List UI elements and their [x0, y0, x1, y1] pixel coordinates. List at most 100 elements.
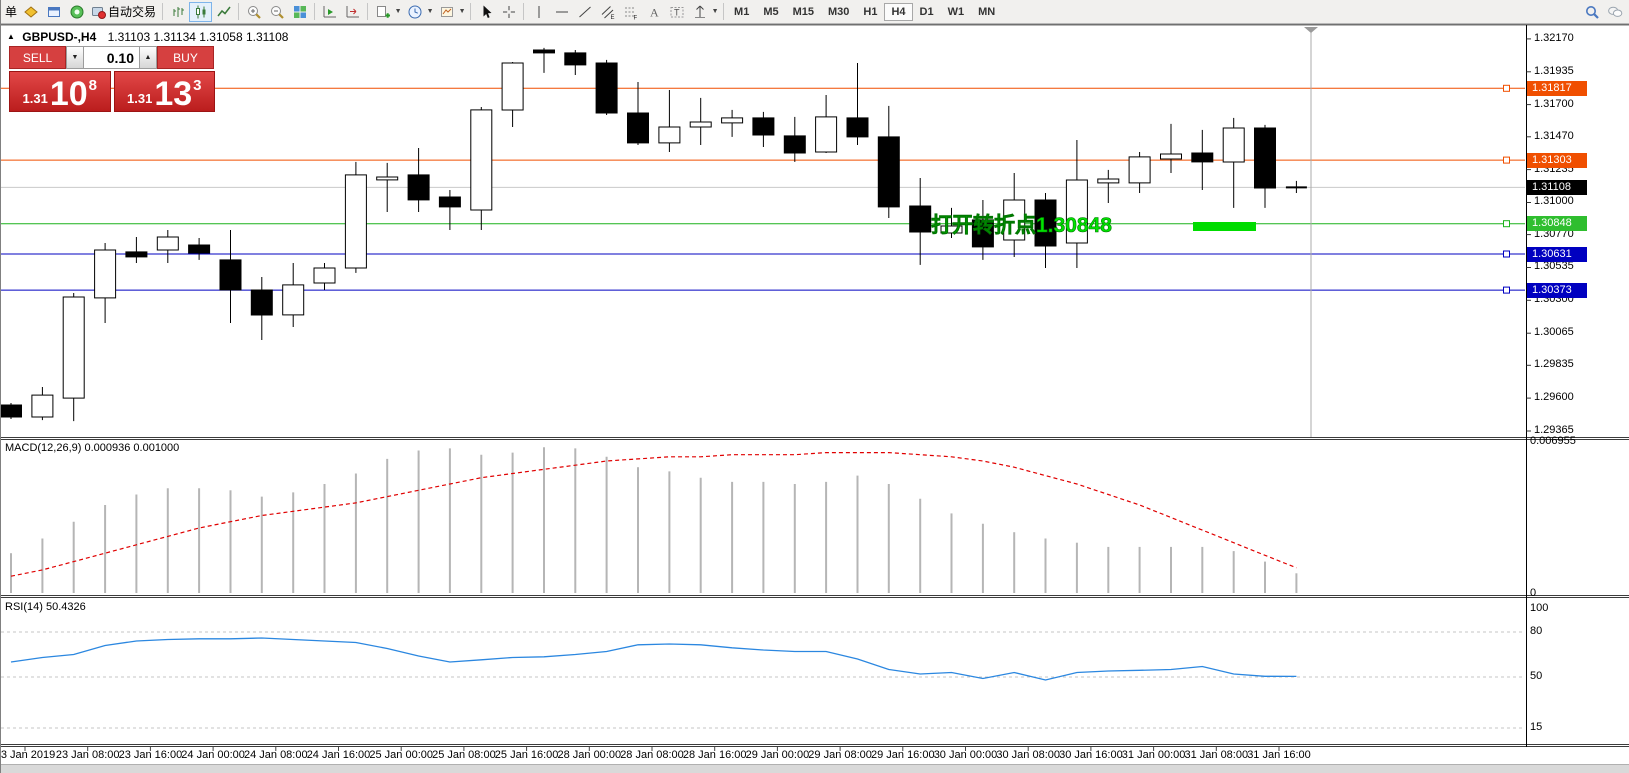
- time-axis-label[interactable]: 30 Jan 08:00: [996, 749, 1060, 761]
- time-axis-label[interactable]: 28 Jan 16:00: [682, 749, 747, 761]
- timeframe-button-w1[interactable]: W1: [941, 3, 972, 21]
- time-axis-label[interactable]: 28 Jan 00:00: [557, 749, 622, 761]
- macd-axis-min[interactable]: 0: [1530, 587, 1537, 599]
- price-axis-tick[interactable]: 1.29835: [1534, 358, 1574, 371]
- fibonacci-button[interactable]: F: [619, 2, 642, 22]
- volume-decrease-button[interactable]: ▼: [66, 46, 84, 69]
- periods-button[interactable]: [403, 2, 426, 22]
- price-axis-tick[interactable]: 1.31700: [1534, 97, 1574, 110]
- timeframe-button-m15[interactable]: M15: [786, 3, 821, 21]
- zoom-out-icon: [270, 5, 284, 19]
- price-axis-tick[interactable]: 1.30535: [1534, 260, 1574, 273]
- rsi-axis-100[interactable]: 100: [1530, 602, 1549, 614]
- cursor-button[interactable]: [474, 2, 497, 22]
- price-badge-1.30631[interactable]: 1.30631: [1527, 246, 1587, 262]
- indicators-icon: [376, 5, 390, 18]
- timeframe-button-m30[interactable]: M30: [821, 3, 856, 21]
- volume-input[interactable]: 0.10: [84, 46, 139, 69]
- time-axis-label[interactable]: 23 Jan 2019: [0, 749, 56, 761]
- horizontal-line-button[interactable]: [550, 2, 573, 22]
- zoom-out-button[interactable]: [265, 2, 288, 22]
- buy-button[interactable]: BUY: [157, 46, 214, 69]
- search-button[interactable]: [1580, 2, 1603, 22]
- time-axis-label[interactable]: 24 Jan 16:00: [306, 749, 371, 761]
- shapes-button[interactable]: [688, 2, 711, 22]
- new-order-button[interactable]: [19, 2, 42, 22]
- volume-increase-button[interactable]: ▲: [139, 46, 157, 69]
- rsi-axis-80[interactable]: 80: [1530, 625, 1543, 637]
- templates-dropdown-arrow[interactable]: ▼: [458, 8, 466, 15]
- time-axis-label[interactable]: 31 Jan 00:00: [1121, 749, 1186, 761]
- price-axis-tick[interactable]: 1.30065: [1534, 326, 1574, 339]
- price-axis-tick[interactable]: 1.31935: [1534, 64, 1574, 77]
- turning-point-annotation: 打开转折点1.30848: [931, 213, 1112, 237]
- tile-windows-icon: [293, 5, 306, 18]
- time-axis-label[interactable]: 24 Jan 00:00: [181, 749, 245, 761]
- time-axis-label[interactable]: 28 Jan 08:00: [620, 749, 684, 761]
- timeframe-button-h1[interactable]: H1: [856, 3, 884, 21]
- algo-trading-button[interactable]: 自动交易: [88, 2, 159, 22]
- time-axis-label[interactable]: 25 Jan 08:00: [432, 749, 496, 761]
- buy-price-button[interactable]: 1.31 13 3: [113, 71, 215, 112]
- price-badge-1.31817[interactable]: 1.31817: [1527, 80, 1587, 96]
- market-watch-button[interactable]: [65, 2, 88, 22]
- time-axis-label[interactable]: 29 Jan 00:00: [745, 749, 810, 761]
- price-axis-tick[interactable]: 1.31000: [1534, 195, 1574, 208]
- price-badge-1.30848[interactable]: 1.30848: [1527, 216, 1587, 232]
- crosshair-button[interactable]: [497, 2, 520, 22]
- templates-button[interactable]: [435, 2, 458, 22]
- indicators-dropdown-arrow[interactable]: ▼: [394, 8, 402, 15]
- collapse-icon[interactable]: ▲: [7, 32, 15, 41]
- time-axis-label[interactable]: 24 Jan 08:00: [243, 749, 308, 761]
- time-axis-label[interactable]: 23 Jan 16:00: [118, 749, 183, 761]
- bar-chart-button[interactable]: [166, 2, 189, 22]
- time-axis-label[interactable]: 30 Jan 16:00: [1059, 749, 1123, 761]
- timeframe-button-mn[interactable]: MN: [971, 3, 1002, 21]
- rsi-indicator-label: RSI(14) 50.4326: [5, 601, 86, 613]
- bottom-scrollbar[interactable]: [1, 764, 1629, 773]
- timeframe-button-m5[interactable]: M5: [756, 3, 785, 21]
- tile-windows-button[interactable]: [288, 2, 311, 22]
- shapes-dropdown-arrow[interactable]: ▼: [711, 8, 719, 15]
- line-chart-button[interactable]: [212, 2, 235, 22]
- candlestick-chart-button[interactable]: [189, 1, 213, 22]
- macd-axis-max[interactable]: 0.006955: [1530, 435, 1576, 447]
- price-axis-tick[interactable]: 1.29365: [1534, 423, 1574, 436]
- chat-button[interactable]: [1603, 2, 1626, 22]
- time-axis-label[interactable]: 29 Jan 08:00: [808, 749, 872, 761]
- time-axis-label[interactable]: 29 Jan 16:00: [870, 749, 935, 761]
- time-axis-label[interactable]: 31 Jan 16:00: [1247, 749, 1311, 761]
- price-axis-tick[interactable]: 1.31470: [1534, 129, 1574, 142]
- label-button[interactable]: T: [665, 2, 688, 22]
- price-axis-tick[interactable]: 1.32170: [1534, 31, 1574, 44]
- time-axis-label[interactable]: 25 Jan 16:00: [494, 749, 559, 761]
- price-badge-1.31108[interactable]: 1.31108: [1527, 179, 1587, 195]
- zoom-in-button[interactable]: [242, 2, 265, 22]
- timeframe-button-d1[interactable]: D1: [913, 3, 941, 21]
- timeframe-button-h4[interactable]: H4: [884, 2, 913, 21]
- trendline-button[interactable]: [573, 2, 596, 22]
- label-icon: T: [670, 6, 684, 17]
- vertical-line-button[interactable]: [527, 2, 550, 22]
- rsi-axis-15[interactable]: 15: [1530, 721, 1543, 733]
- text-button[interactable]: A: [642, 2, 665, 22]
- chart-shift-button[interactable]: [341, 2, 364, 22]
- price-badge-1.30373[interactable]: 1.30373: [1527, 282, 1587, 298]
- periods-dropdown-arrow[interactable]: ▼: [426, 8, 434, 15]
- sell-button[interactable]: SELL: [9, 46, 66, 69]
- price-badge-1.31303[interactable]: 1.31303: [1527, 152, 1587, 168]
- time-axis-label[interactable]: 30 Jan 00:00: [933, 749, 998, 761]
- time-axis-label[interactable]: 23 Jan 08:00: [55, 749, 120, 761]
- time-axis-label[interactable]: 31 Jan 08:00: [1184, 749, 1249, 761]
- indicators-button[interactable]: [371, 2, 394, 22]
- channel-button[interactable]: E: [596, 2, 619, 22]
- price-axis-tick[interactable]: 1.29600: [1534, 391, 1574, 404]
- time-axis-label[interactable]: 25 Jan 00:00: [369, 749, 433, 761]
- auto-scroll-button[interactable]: [318, 2, 341, 22]
- sell-price-button[interactable]: 1.31 10 8: [9, 71, 111, 112]
- order-label[interactable]: 单: [5, 5, 18, 19]
- rsi-axis-50[interactable]: 50: [1530, 670, 1543, 682]
- timeframe-button-m1[interactable]: M1: [727, 3, 756, 21]
- chart-window-button[interactable]: [42, 2, 65, 22]
